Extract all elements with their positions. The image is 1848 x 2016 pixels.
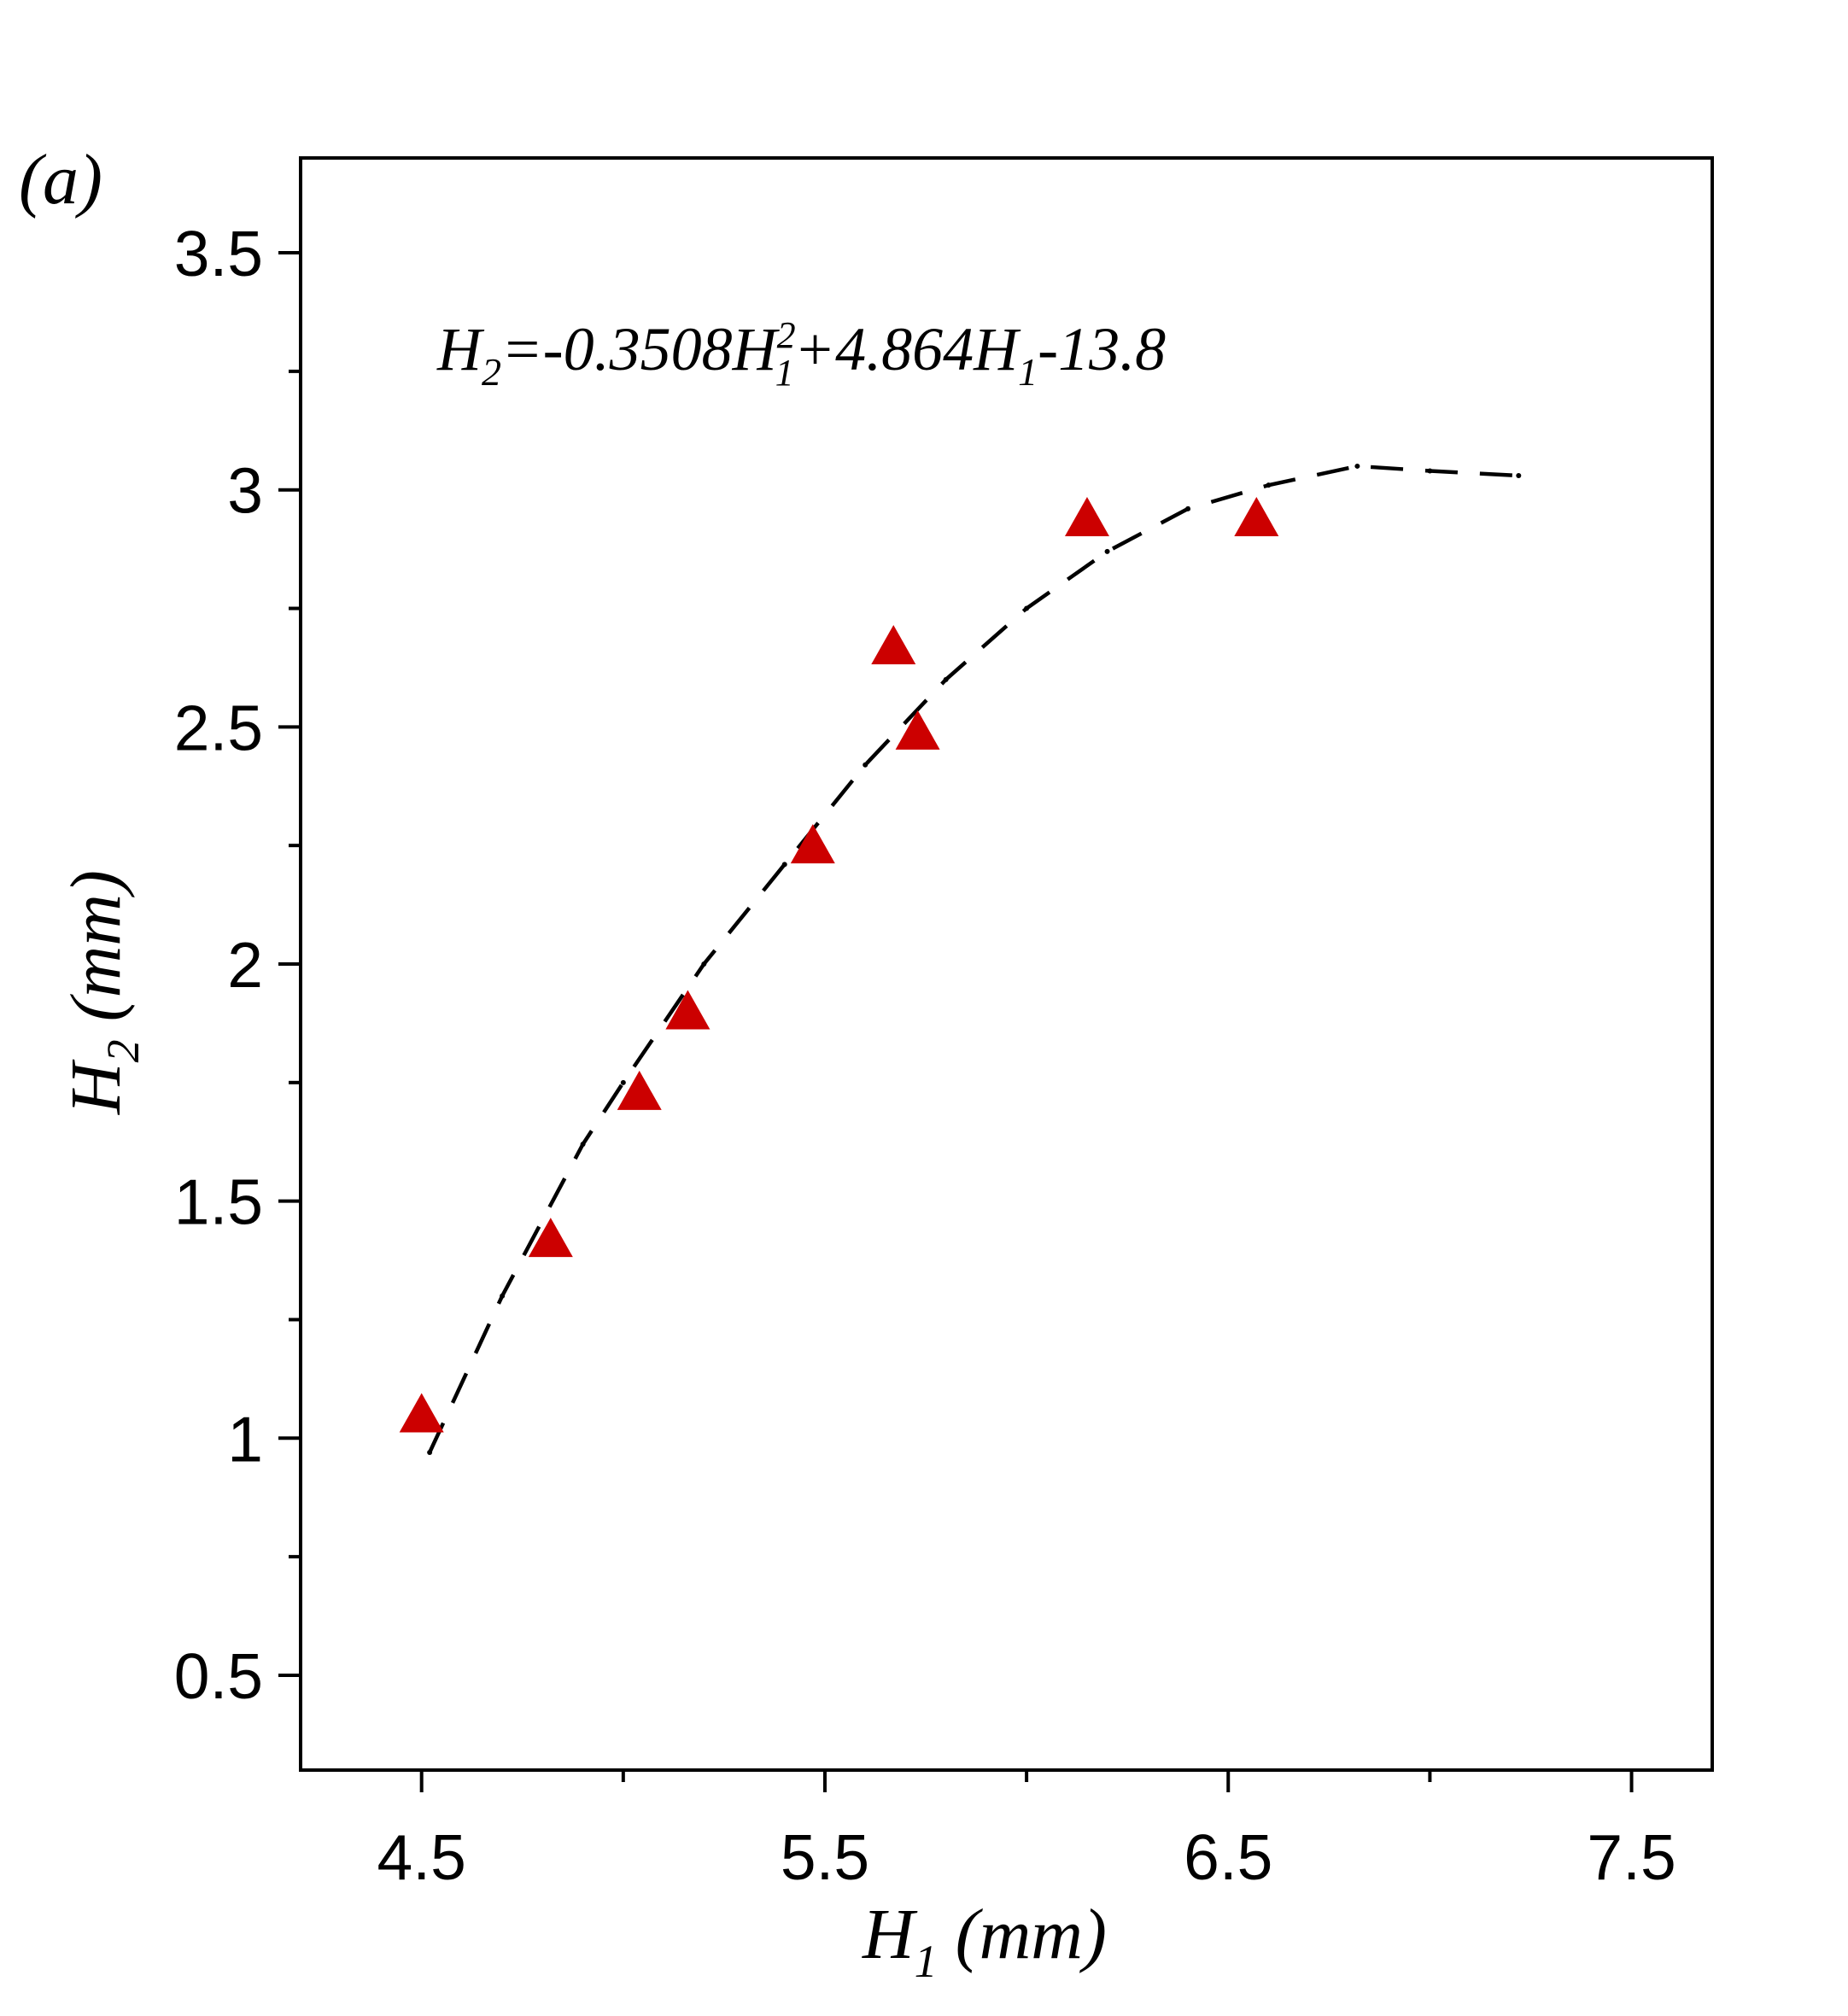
data-point-triangle <box>528 1218 573 1258</box>
x-tick-label: 6.5 <box>1184 1821 1272 1893</box>
measured-series <box>399 497 1279 1433</box>
data-point-triangle <box>665 990 711 1030</box>
fit-line-point <box>863 762 868 768</box>
data-point-triangle <box>871 624 916 664</box>
fit-line-point <box>701 961 707 967</box>
fit-line-point <box>1516 473 1522 479</box>
y-tick-label: 2 <box>227 929 263 1001</box>
y-title-unit: (mm) <box>56 870 136 1039</box>
y-axis: 0.5 1 1.5 2 2.5 3 3.5 <box>174 218 301 1712</box>
eq-part1: =-0.3508H <box>501 315 781 383</box>
data-point-triangle <box>617 1070 662 1110</box>
x-tick-label: 7.5 <box>1587 1821 1675 1893</box>
y-tick-label: 1 <box>227 1403 263 1475</box>
y-tick-label: 3.5 <box>174 218 263 289</box>
eq-lhs-sub: 2 <box>482 350 501 394</box>
eq-lhs: H <box>436 315 485 383</box>
x-tick-label: 5.5 <box>781 1821 869 1893</box>
fit-line-point <box>1354 463 1360 469</box>
fit-equation: H2=-0.3508H2 1+4.864H1-13.8 <box>436 314 1166 394</box>
y-tick-label: 1.5 <box>174 1166 263 1238</box>
y-axis-title: H2 (mm) <box>56 870 149 1115</box>
x-title-sub: 1 <box>915 1936 938 1987</box>
x-title-unit: (mm) <box>938 1895 1107 1974</box>
fit-line-point <box>580 1142 586 1148</box>
y-title-sub: 2 <box>97 1039 149 1062</box>
fit-line-point <box>943 676 949 682</box>
fit-line-point <box>1104 548 1110 554</box>
y-tick-label: 2.5 <box>174 692 263 763</box>
fit-line-point <box>1185 505 1191 511</box>
x-axis-title: H1 (mm) <box>862 1895 1107 1987</box>
y-title-main: H <box>56 1059 136 1115</box>
y-tick-label: 0.5 <box>174 1640 263 1712</box>
y-tick-label: 3 <box>227 455 263 527</box>
panel-label: (a) <box>19 140 102 219</box>
fit-line-series <box>427 463 1522 1455</box>
data-point-triangle <box>1064 497 1109 537</box>
fit-line-point <box>620 1079 626 1085</box>
x-tick-label: 4.5 <box>377 1821 466 1893</box>
eq-part3: -13.8 <box>1038 315 1166 383</box>
data-point-triangle <box>399 1393 444 1433</box>
eq-sub2: 1 <box>1018 350 1038 394</box>
fit-line-point <box>1024 605 1030 611</box>
eq-part2: +4.864H <box>794 315 1022 383</box>
fit-line-point <box>1266 482 1272 488</box>
x-title-main: H <box>862 1895 918 1974</box>
data-point-triangle <box>790 824 835 864</box>
x-axis: 4.5 5.5 6.5 7.5 <box>377 1770 1676 1893</box>
fit-line-point <box>427 1449 433 1455</box>
data-point-triangle <box>1234 497 1279 537</box>
data-point-triangle <box>895 710 940 750</box>
fit-line-point <box>500 1293 506 1299</box>
fit-line-point <box>1427 468 1433 474</box>
eq-sub1: 1 <box>775 352 794 394</box>
fit-line-point <box>781 862 787 868</box>
eq-sup: 2 <box>777 314 796 356</box>
